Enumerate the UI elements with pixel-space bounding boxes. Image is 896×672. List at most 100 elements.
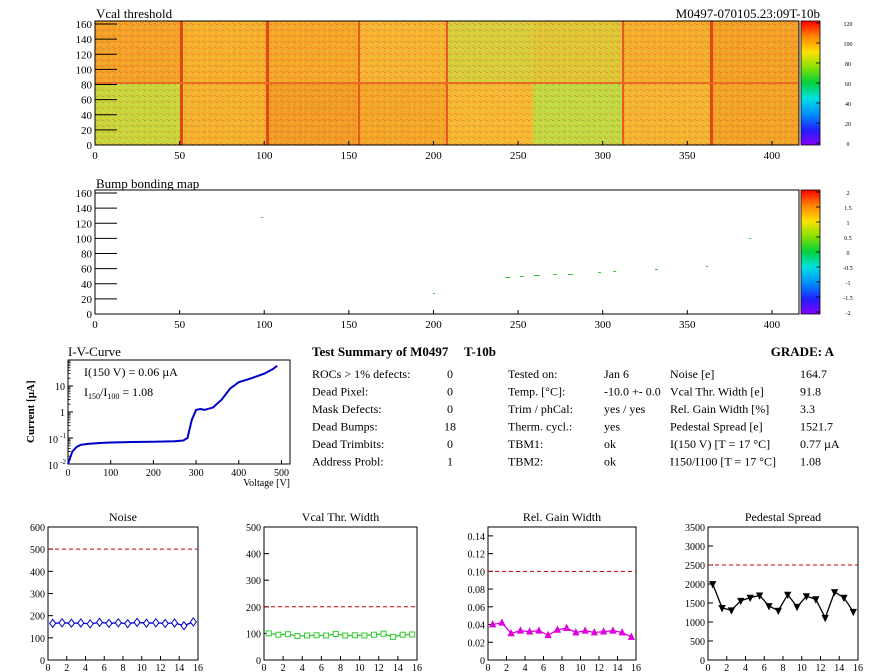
vcal-series-line — [268, 632, 413, 638]
roc-chart-vcal: Vcal Thr. Width 0 100 200 300 400 500 0 2 4 6 8 10 12… — [246, 510, 422, 672]
bump-x-tick-label: 200 — [425, 319, 442, 331]
summary-value: 0 — [447, 385, 453, 399]
gain-plot-frame — [487, 526, 637, 661]
summary-label: Mask Defects: — [312, 402, 382, 416]
pedestal-data-point — [830, 589, 839, 597]
gain-x-tick-label: 2 — [504, 663, 509, 672]
pedestal-data-point — [765, 603, 773, 611]
noise-x-tick-label: 10 — [137, 663, 147, 672]
pedestal-x-tick-label: 4 — [743, 663, 748, 672]
summary-label: ROCs > 1% defects: — [312, 367, 410, 381]
vcal-y-tick-label: 400 — [246, 550, 261, 561]
pedestal-series-line — [712, 583, 854, 620]
noise-data-point — [67, 618, 76, 629]
noise-data-point — [105, 618, 113, 629]
roc-chart-noise: Noise 0 100 200 300 400 500 600 0 2 4 6 8 10 12 14 16 — [30, 510, 203, 672]
summary-conditions-column: Tested on: Jan 6 Temp. [°C]: -10.0 +- 0.0 Tr… — [508, 367, 661, 469]
bump-x-tick-label: 400 — [764, 319, 781, 331]
gain-series-line — [492, 622, 632, 638]
top-x-tick-label: 250 — [510, 150, 527, 162]
top-x-tick-label: 100 — [256, 150, 273, 162]
top-x-tick-label: 200 — [425, 150, 442, 162]
vcal-chart-title: Vcal Thr. Width — [302, 510, 379, 524]
vcal-x-tick-label: 10 — [355, 663, 365, 672]
top-y-tick-label: 20 — [81, 125, 93, 137]
pedestal-x-tick-label: 0 — [706, 663, 711, 672]
noise-data-point — [58, 617, 66, 628]
vcal-data-point — [265, 630, 272, 637]
pedestal-x-tick-label: 14 — [834, 663, 844, 672]
iv-x-tick-label: 0 — [66, 468, 71, 479]
gain-data-point — [581, 626, 589, 634]
pedestal-data-point — [793, 603, 801, 612]
noise-data-point — [189, 617, 197, 627]
palette-tick-label: 20 — [845, 122, 851, 128]
summary-value: yes — [604, 420, 620, 434]
noise-y-tick-label: 200 — [30, 612, 45, 623]
pedestal-x-tick-label: 2 — [724, 663, 729, 672]
pedestal-y-tick-label: 3500 — [685, 523, 705, 534]
summary-label: I(150 V) [T = 17 °C] — [670, 437, 770, 451]
vcal-x-tick-label: 6 — [319, 663, 324, 672]
test-summary: Test Summary of M0497 T-10b GRADE: A ROC… — [312, 344, 840, 469]
top-x-tick-label: 0 — [92, 150, 98, 162]
gain-data-point — [544, 630, 552, 639]
iv-ratio-label: I150/I100 = 1.08 — [84, 385, 153, 401]
pedestal-y-tick-label: 3000 — [685, 542, 705, 553]
vcal-map-palette-axis: 0 20 40 60 80 100 120 — [816, 22, 853, 148]
iv-xlabel: Voltage [V] — [243, 478, 290, 489]
vcal-data-point — [399, 631, 406, 638]
bump-x-tick-label: 100 — [256, 319, 273, 331]
palette-tick-label: 1 — [847, 221, 850, 227]
vcal-x-tick-label: 2 — [281, 663, 286, 672]
noise-series-line — [52, 621, 194, 627]
top-y-tick-label: 100 — [76, 64, 93, 76]
gain-chart-title: Rel. Gain Width — [523, 510, 601, 524]
vcal-data-point — [390, 633, 397, 640]
vcal-x-tick-label: 4 — [300, 663, 305, 672]
palette-tick-label: 40 — [845, 102, 851, 108]
noise-x-tick-label: 6 — [102, 663, 107, 672]
gain-x-tick-label: 8 — [560, 663, 565, 672]
noise-data-point — [161, 618, 169, 629]
summary-value: 3.3 — [800, 402, 815, 416]
gain-data-point — [525, 627, 534, 635]
noise-y-tick-label: 100 — [30, 634, 45, 645]
gain-x-tick-label: 16 — [631, 663, 641, 672]
iv-y-tick-exponent: -2 — [60, 458, 66, 466]
summary-label: TBM2: — [508, 455, 543, 469]
iv-x-tick-label: 100 — [103, 468, 118, 479]
noise-x-tick-label: 4 — [83, 663, 88, 672]
summary-value: 164.7 — [800, 367, 827, 381]
pedestal-y-tick-label: 1000 — [685, 618, 705, 629]
vcal-data-point — [323, 632, 330, 639]
roc-chart-pedestal: Pedestal Spread 0 500 1000 1500 2000 2500 3000 3… — [685, 510, 863, 672]
palette-tick-label: 0.5 — [844, 236, 852, 242]
bump-y-tick-label: 120 — [76, 218, 93, 230]
pedestal-data-point — [849, 608, 857, 617]
summary-module: T-10b — [464, 344, 496, 359]
pedestal-y-tick-label: 1500 — [685, 599, 705, 610]
palette-tick-label: 80 — [845, 62, 851, 68]
iv-y-tick-exponent: -1 — [60, 432, 66, 440]
vcal-x-tick-label: 12 — [374, 663, 384, 672]
iv-ylabel: Current [µA] — [25, 380, 37, 443]
pedestal-x-tick-label: 8 — [781, 663, 786, 672]
iv-x-tick-label: 400 — [231, 468, 246, 479]
bump-map-x-axis: 0 50 100 150 200 250 300 350 400 — [92, 310, 781, 331]
gain-y-tick-label: 0.08 — [468, 585, 486, 596]
pedestal-chart-title: Pedestal Spread — [745, 510, 821, 524]
gain-y-tick-label: 0.06 — [468, 603, 486, 614]
gain-x-tick-label: 0 — [486, 663, 491, 672]
summary-value: 0 — [447, 437, 453, 451]
palette-tick-label: 1.5 — [844, 206, 852, 212]
top-y-tick-label: 40 — [81, 110, 93, 122]
summary-label: I150/I100 [T = 17 °C] — [670, 455, 776, 469]
pedestal-data-point — [737, 597, 745, 606]
summary-value: 0 — [447, 367, 453, 381]
pedestal-data-point — [812, 596, 820, 604]
bump-y-tick-label: 160 — [76, 188, 93, 200]
gain-data-point — [627, 632, 636, 640]
gain-x-tick-label: 4 — [523, 663, 528, 672]
